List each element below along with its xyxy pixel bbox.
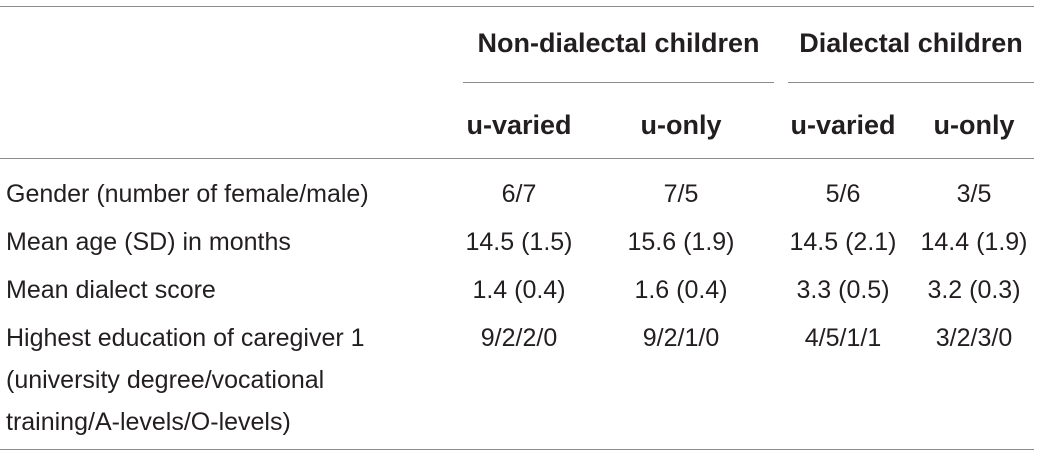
table-cell: 1.6 (0.4) <box>634 276 728 304</box>
row-label: Gender (number of female/male) <box>6 180 369 208</box>
column-header-nd-u-only: u-only <box>640 110 722 140</box>
table-cell: 7/5 <box>663 180 699 208</box>
table-cell: 6/7 <box>501 180 537 208</box>
column-header-d-u-only: u-only <box>933 110 1015 140</box>
table-cell: 3.2 (0.3) <box>927 276 1021 304</box>
table-cell: 4/5/1/1 <box>804 324 882 352</box>
header-rule <box>0 158 1034 159</box>
table-cell: 3.3 (0.5) <box>796 276 890 304</box>
table-cell: 14.4 (1.9) <box>920 228 1028 256</box>
table-cell: 3/5 <box>956 180 992 208</box>
row-label: Mean age (SD) in months <box>6 228 291 256</box>
group-underline-non-dialectal <box>463 82 774 83</box>
bottom-rule <box>0 449 1034 450</box>
table-cell: 15.6 (1.9) <box>627 228 735 256</box>
table-cell: 9/2/1/0 <box>642 324 720 352</box>
group-header-non-dialectal: Non-dialectal children <box>477 28 760 58</box>
row-label-line: training/A-levels/O-levels) <box>6 408 291 436</box>
row-label: Mean dialect score <box>6 276 216 304</box>
table-cell: 9/2/2/0 <box>480 324 558 352</box>
row-label-line: Highest education of caregiver 1 <box>6 324 365 352</box>
table-cell: 14.5 (2.1) <box>789 228 897 256</box>
group-header-dialectal: Dialectal children <box>799 28 1023 58</box>
top-rule <box>0 6 1034 7</box>
row-label-line: (university degree/vocational <box>6 366 325 394</box>
table-cell: 14.5 (1.5) <box>465 228 573 256</box>
table-cell: 1.4 (0.4) <box>472 276 566 304</box>
group-underline-dialectal <box>788 82 1034 83</box>
column-header-nd-u-varied: u-varied <box>466 110 572 140</box>
table-cell: 5/6 <box>825 180 861 208</box>
table-cell: 3/2/3/0 <box>935 324 1013 352</box>
column-header-d-u-varied: u-varied <box>790 110 896 140</box>
